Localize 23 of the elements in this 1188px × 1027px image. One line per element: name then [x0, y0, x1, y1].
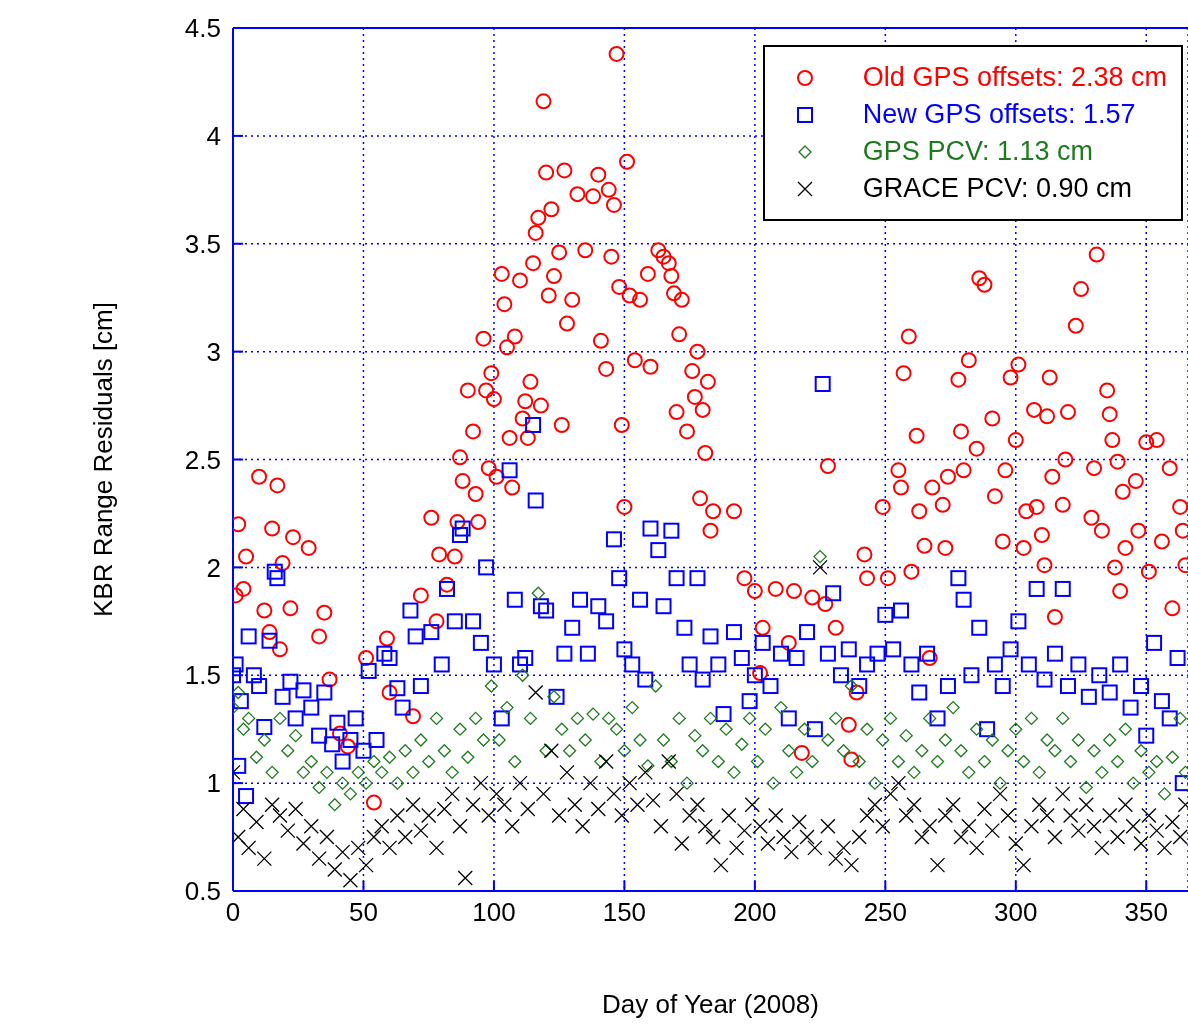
- y-tick-label: 3.5: [184, 228, 221, 259]
- legend-label: Old GPS offsets: 2.38 cm: [862, 62, 1167, 93]
- y-tick-label: 0.5: [184, 876, 221, 907]
- y-tick-label: 4: [206, 121, 221, 152]
- y-tick-label: 1.5: [184, 660, 221, 691]
- x-tick-label: 50: [349, 897, 378, 928]
- x-tick-label: 250: [863, 897, 908, 928]
- x-tick-label: 150: [602, 897, 647, 928]
- x-axis-title: Day of Year (2008): [602, 989, 819, 1019]
- legend-label: GPS PCV: 1.13 cm: [862, 136, 1093, 167]
- x-tick-label: 350: [1124, 897, 1168, 928]
- x-tick-label: 300: [994, 897, 1038, 928]
- y-tick-label: 3: [206, 336, 221, 367]
- y-tick-label: 1: [206, 768, 221, 799]
- y-tick-label: 2.5: [184, 444, 221, 475]
- y-tick-label: 2: [206, 552, 221, 583]
- x-tick-label: 200: [733, 897, 777, 928]
- legend-label: New GPS offsets: 1.57: [862, 99, 1136, 130]
- y-axis-title: KBR Range Residuals [cm]: [88, 301, 119, 618]
- legend-label: GRACE PCV: 0.90 cm: [862, 173, 1132, 204]
- x-tick-label: 100: [472, 897, 516, 928]
- y-tick-label: 4.5: [184, 13, 221, 44]
- x-tick-label: 0: [225, 897, 241, 928]
